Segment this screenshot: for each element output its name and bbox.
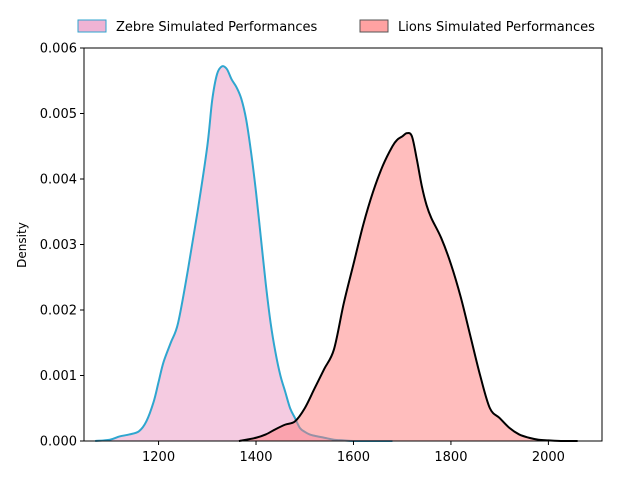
legend-swatch-1: [77, 19, 107, 33]
series-2-area: [238, 133, 578, 442]
y-tick-label: 0.001: [40, 369, 77, 384]
x-tick-label: 1400: [239, 450, 272, 465]
legend: Zebre Simulated Performances Lions Simula…: [77, 19, 595, 35]
x-tick-label: 1600: [337, 450, 370, 465]
x-tick-label: 1200: [142, 450, 175, 465]
y-tick-label: 0.005: [40, 107, 77, 122]
x-tick-label: 1800: [434, 450, 467, 465]
y-tick-label: 0.006: [40, 42, 77, 57]
legend-label-1: Zebre Simulated Performances: [116, 20, 318, 35]
y-tick-label: 0.000: [40, 435, 77, 450]
x-axis: 1200 1400 1600 1800 2000: [142, 441, 565, 465]
series-layer: [95, 65, 578, 443]
y-axis: 0.000 0.001 0.002 0.003 0.004 0.005 0.006: [40, 42, 84, 450]
y-tick-label: 0.003: [40, 238, 77, 253]
x-tick-label: 2000: [532, 450, 565, 465]
legend-label-2: Lions Simulated Performances: [398, 20, 595, 35]
y-tick-label: 0.002: [40, 304, 77, 319]
y-axis-title: Density: [15, 222, 29, 268]
y-tick-label: 0.004: [40, 173, 77, 188]
legend-swatch-2: [359, 19, 389, 33]
series-2-line: [238, 132, 578, 443]
